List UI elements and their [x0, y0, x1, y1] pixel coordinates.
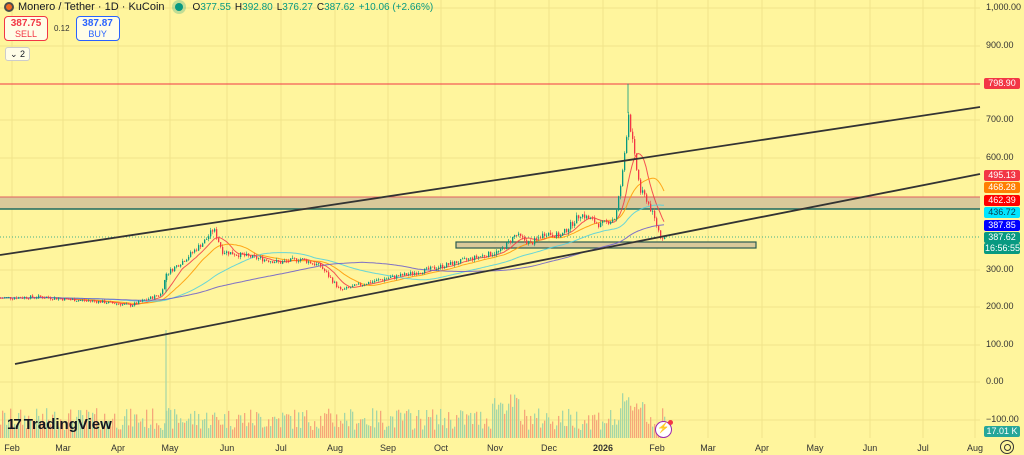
buy-button[interactable]: 387.87 BUY: [75, 16, 120, 41]
price-badge: 798.90: [984, 78, 1020, 89]
change-value: +10.06 (+2.66%): [358, 1, 434, 13]
spread-value: 0.12: [54, 24, 70, 33]
price-badge: 495.13: [984, 170, 1020, 181]
price-badge: 17.01 K: [984, 426, 1020, 437]
indicators-collapse-button[interactable]: ⌄ 2: [5, 47, 31, 61]
time-tick-label: Feb: [649, 443, 665, 453]
time-tick-label: Apr: [754, 443, 770, 453]
time-tick-label: Jun: [862, 443, 878, 453]
price-badge: 468.28: [984, 182, 1020, 193]
resistance-zone[interactable]: [0, 197, 980, 209]
price-tick-label: 0.00: [986, 376, 1004, 386]
high-value: 392.80: [242, 1, 273, 13]
buy-price: 387.87: [82, 18, 113, 29]
time-tick-label: May: [161, 443, 179, 453]
open-label: O: [192, 1, 201, 13]
sell-button[interactable]: 387.75 SELL: [4, 16, 48, 41]
chart-header: Monero / Tether · 1D · KuCoin O377.55 H3…: [4, 1, 433, 13]
price-tick-label: −100.00: [986, 414, 1019, 424]
buy-label: BUY: [88, 29, 107, 39]
ohlc-values: O377.55 H392.80 L376.27 C387.62 +10.06 (…: [193, 2, 434, 13]
high-label: H: [234, 1, 243, 13]
low-label: L: [276, 1, 283, 13]
price-tick-label: 1,000.00: [986, 2, 1022, 12]
time-tick-label: Jun: [219, 443, 235, 453]
time-tick-label: 2026: [592, 443, 614, 453]
time-tick-label: Jul: [275, 443, 287, 453]
lightning-alert-icon[interactable]: ⚡: [655, 420, 673, 438]
time-tick-label: Aug: [326, 443, 344, 453]
tradingview-logo-icon: 17: [7, 416, 22, 433]
price-tick-label: 600.00: [986, 152, 1014, 162]
symbol-title[interactable]: Monero / Tether · 1D · KuCoin: [18, 1, 165, 13]
price-tick-label: 300.00: [986, 264, 1014, 274]
close-label: C: [316, 1, 325, 13]
time-tick-label: Apr: [110, 443, 126, 453]
price-badge: 436.72: [984, 207, 1020, 218]
time-tick-label: Aug: [966, 443, 984, 453]
time-tick-label: Mar: [700, 443, 716, 453]
price-tick-label: 700.00: [986, 114, 1014, 124]
time-tick-label: Dec: [540, 443, 558, 453]
price-tick-label: 200.00: [986, 301, 1014, 311]
price-tick-label: 100.00: [986, 339, 1014, 349]
monero-logo-icon: [4, 2, 14, 12]
channel-upper-trendline[interactable]: [0, 106, 981, 256]
tradingview-wordmark: TradingView: [23, 416, 112, 433]
trade-panel: 387.75 SELL 0.12 387.87 BUY: [4, 16, 120, 41]
price-badge: 16:56:55: [984, 243, 1021, 254]
time-tick-label: Feb: [4, 443, 20, 453]
price-badge: 387.85: [984, 220, 1020, 231]
time-tick-label: Sep: [379, 443, 397, 453]
settings-gear-icon[interactable]: [1000, 440, 1014, 454]
candles: [0, 83, 666, 308]
close-value: 387.62: [324, 1, 355, 13]
time-tick-label: May: [806, 443, 824, 453]
channel-lower-trendline[interactable]: [14, 173, 981, 365]
time-tick-label: Nov: [486, 443, 504, 453]
market-open-dot-icon: [174, 3, 183, 11]
price-badge: 387.62: [984, 232, 1020, 243]
time-tick-label: Oct: [433, 443, 449, 453]
time-tick-label: Mar: [55, 443, 71, 453]
low-value: 376.27: [282, 1, 313, 13]
grid: [0, 0, 980, 438]
price-badge: 462.39: [984, 195, 1020, 206]
open-value: 377.55: [200, 1, 231, 13]
sell-price: 387.75: [10, 18, 42, 29]
price-tick-label: 900.00: [986, 40, 1014, 50]
time-tick-label: Jul: [917, 443, 929, 453]
sell-label: SELL: [14, 29, 38, 39]
tradingview-branding[interactable]: 17 TradingView: [7, 416, 112, 433]
